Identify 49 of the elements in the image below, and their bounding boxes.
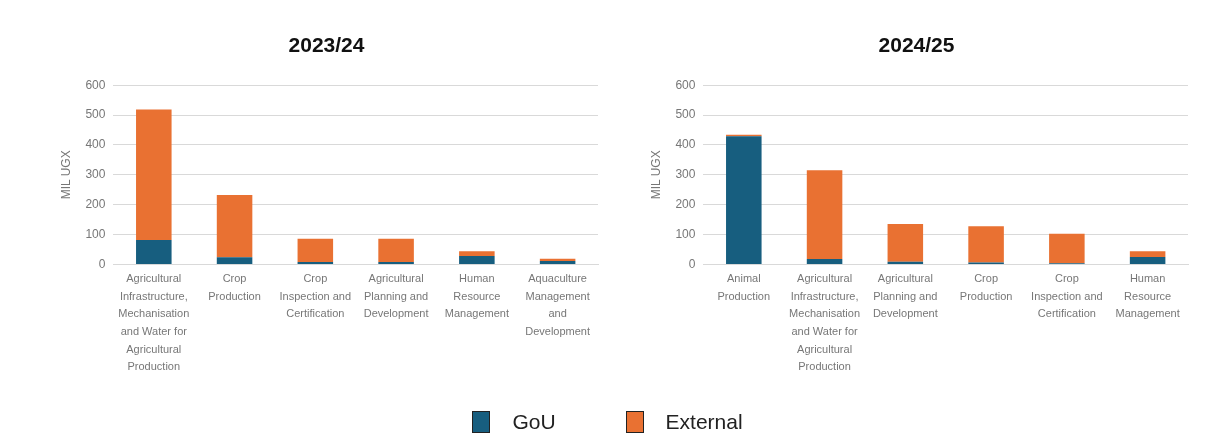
y-tick-label: 600 [85,77,106,92]
x-tick-label: Agricultural Planning and Development [872,272,938,320]
bar [378,238,414,263]
x-tick-label: Human Resource Management [444,272,509,320]
x-tick-label: Agricultural Planning and Development [363,272,429,320]
legend-label: External [664,410,743,434]
bar [806,170,843,260]
chart-title: 2023/24 [288,33,365,57]
x-tick-label: Crop Production [208,272,261,302]
bar [216,195,253,258]
bar [1129,251,1166,257]
bar [887,261,924,264]
y-tick-label: 200 [675,196,696,211]
y-tick-label: 100 [675,226,696,241]
x-tick-label: Human Resource Management [1115,272,1180,320]
chart-title: 2024/25 [878,33,955,57]
y-tick-label: 0 [98,256,106,271]
bar [136,109,172,240]
y-tick-label: 100 [85,226,106,241]
y-tick-label: 400 [85,137,106,152]
bar [726,136,762,264]
legend-label: GoU [511,410,556,434]
y-tick-label: 0 [688,256,696,271]
x-tick-label: Crop Inspection and Certification [1031,272,1103,320]
y-tick-label: 500 [85,107,106,122]
x-tick-label: Aquaculture Management and Development [525,272,591,338]
x-tick-label: Agricultural Infrastructure, Mechanisation and Water for Agricultural Production [789,272,861,373]
x-tick-label: Animal Production [717,272,771,302]
y-tick-label: 400 [675,137,696,152]
bar [1049,233,1085,264]
y-tick-label: 300 [85,167,106,182]
x-tick-label: Crop Production [959,272,1013,302]
y-tick-label: 200 [85,196,106,211]
bar [968,226,1004,263]
bar [806,259,843,264]
bar [1129,256,1166,264]
y-tick-label: 500 [675,107,696,122]
y-axis-title: MIL UGX [648,150,663,200]
bar [136,239,172,264]
bar [297,238,334,263]
x-tick-label: Agricultural Infrastructure, Mechanisation and Water for Agricultural Production [118,272,190,373]
y-tick-label: 600 [675,77,696,92]
bar [459,251,495,257]
bar [216,257,253,264]
bar [887,224,924,262]
x-tick-label: Crop Inspection and Certification [279,272,352,320]
y-axis-title: MIL UGX [58,150,73,200]
y-tick-label: 300 [675,167,696,182]
bar [459,256,495,264]
